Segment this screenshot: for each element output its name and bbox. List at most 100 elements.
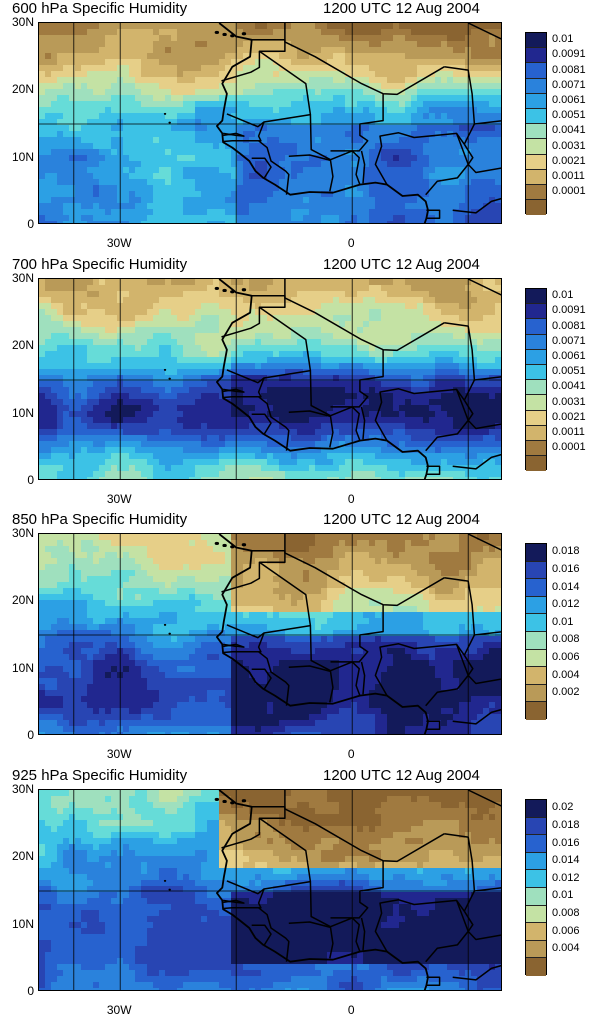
island <box>230 34 234 37</box>
colorbar-tick-label: 0.008 <box>552 633 580 646</box>
colorbar-tick-label: 0.01 <box>552 33 573 46</box>
colorbar-tick-label: 0.0071 <box>552 79 586 92</box>
lat-tick-label: 20N <box>12 82 34 96</box>
colorbar-swatch <box>526 139 546 154</box>
colorbar-swatch <box>526 906 546 924</box>
island <box>222 33 226 36</box>
colorbar-swatch <box>526 395 546 410</box>
colorbar-tick-label: 0.0031 <box>552 140 586 153</box>
lat-tick-label: 30N <box>12 271 34 285</box>
colorbar-swatch <box>526 853 546 871</box>
colorbar-swatch <box>526 79 546 94</box>
lat-tick-label: 10N <box>12 406 34 420</box>
colorbar-tick-label: 0.0051 <box>552 365 586 378</box>
colorbar-tick-label: 0.018 <box>552 545 580 558</box>
colorbar-swatch <box>526 888 546 906</box>
island <box>230 290 234 293</box>
island <box>168 122 170 124</box>
island <box>168 633 170 635</box>
lat-tick-label: 20N <box>12 849 34 863</box>
colorbar-tick-label: 0.0071 <box>552 335 586 348</box>
colorbar <box>525 799 547 975</box>
lon-tick-label: 30W <box>107 236 132 250</box>
colorbar-swatch <box>526 941 546 959</box>
colorbar-tick-label: 0.0011 <box>552 426 585 439</box>
colorbar-swatch <box>526 685 546 703</box>
colorbar-tick-label: 0.016 <box>552 563 580 576</box>
colorbar-swatch <box>526 63 546 78</box>
colorbar-swatch <box>526 200 546 215</box>
colorbar-swatch <box>526 632 546 650</box>
island <box>215 542 219 545</box>
humidity-map <box>38 789 502 991</box>
colorbar-swatch <box>526 335 546 350</box>
colorbar-swatch <box>526 109 546 124</box>
island <box>168 378 170 380</box>
colorbar-swatch <box>526 579 546 597</box>
colorbar-tick-label: 0.012 <box>552 872 580 885</box>
colorbar-tick-label: 0.01 <box>552 889 573 902</box>
island <box>230 801 234 804</box>
humidity-field <box>39 790 502 991</box>
lat-tick-label: 10N <box>12 917 34 931</box>
colorbar-tick-label: 0.004 <box>552 669 580 682</box>
colorbar-swatch <box>526 614 546 632</box>
panel-time: 1200 UTC 12 Aug 2004 <box>323 256 480 274</box>
island <box>164 113 166 115</box>
colorbar-swatch <box>526 667 546 685</box>
panel-title: 925 hPa Specific Humidity <box>12 767 187 785</box>
colorbar-tick-label: 0.016 <box>552 837 580 850</box>
island <box>242 799 246 802</box>
colorbar-tick-label: 0.002 <box>552 686 580 699</box>
colorbar <box>525 288 547 470</box>
lat-tick-label: 10N <box>12 661 34 675</box>
colorbar-swatch <box>526 870 546 888</box>
lon-tick-label: 0 <box>348 747 355 761</box>
colorbar-tick-label: 0.018 <box>552 819 580 832</box>
panel-time: 1200 UTC 12 Aug 2004 <box>323 511 480 529</box>
lon-tick-label: 0 <box>348 236 355 250</box>
colorbar-swatch <box>526 319 546 334</box>
colorbar-swatch <box>526 562 546 580</box>
colorbar-swatch <box>526 350 546 365</box>
colorbar-swatch <box>526 48 546 63</box>
colorbar-tick-label: 0.0041 <box>552 124 586 137</box>
lat-tick-label: 0 <box>27 217 34 231</box>
colorbar-swatch <box>526 456 546 471</box>
colorbar <box>525 543 547 719</box>
colorbar-tick-label: 0.014 <box>552 581 580 594</box>
colorbar-swatch <box>526 702 546 720</box>
colorbar-swatch <box>526 380 546 395</box>
humidity-map <box>38 533 502 735</box>
colorbar-tick-label: 0.0011 <box>552 170 585 183</box>
colorbar-tick-label: 0.014 <box>552 854 580 867</box>
island <box>215 287 219 290</box>
colorbar-swatch <box>526 94 546 109</box>
lat-tick-label: 0 <box>27 984 34 998</box>
lat-tick-label: 0 <box>27 473 34 487</box>
panel-title: 700 hPa Specific Humidity <box>12 256 187 274</box>
island <box>242 288 246 291</box>
colorbar-tick-label: 0.0081 <box>552 320 586 333</box>
colorbar-swatch <box>526 155 546 170</box>
colorbar-swatch <box>526 441 546 456</box>
lat-tick-label: 20N <box>12 338 34 352</box>
colorbar-tick-label: 0.0001 <box>552 441 586 454</box>
colorbar-tick-label: 0.0091 <box>552 304 586 317</box>
colorbar-swatch <box>526 818 546 836</box>
colorbar-swatch <box>526 426 546 441</box>
colorbar-tick-label: 0.0061 <box>552 350 586 363</box>
colorbar-swatch <box>526 544 546 562</box>
colorbar-tick-label: 0.01 <box>552 289 573 302</box>
panel-title: 600 hPa Specific Humidity <box>12 0 187 18</box>
island <box>242 543 246 546</box>
panel-time: 1200 UTC 12 Aug 2004 <box>323 767 480 785</box>
colorbar-swatch <box>526 597 546 615</box>
colorbar-swatch <box>526 170 546 185</box>
colorbar-tick-label: 0.01 <box>552 616 573 629</box>
colorbar-tick-label: 0.006 <box>552 925 580 938</box>
lon-tick-label: 30W <box>107 747 132 761</box>
colorbar-tick-label: 0.0001 <box>552 185 586 198</box>
colorbar-tick-label: 0.0061 <box>552 94 586 107</box>
colorbar <box>525 32 547 214</box>
